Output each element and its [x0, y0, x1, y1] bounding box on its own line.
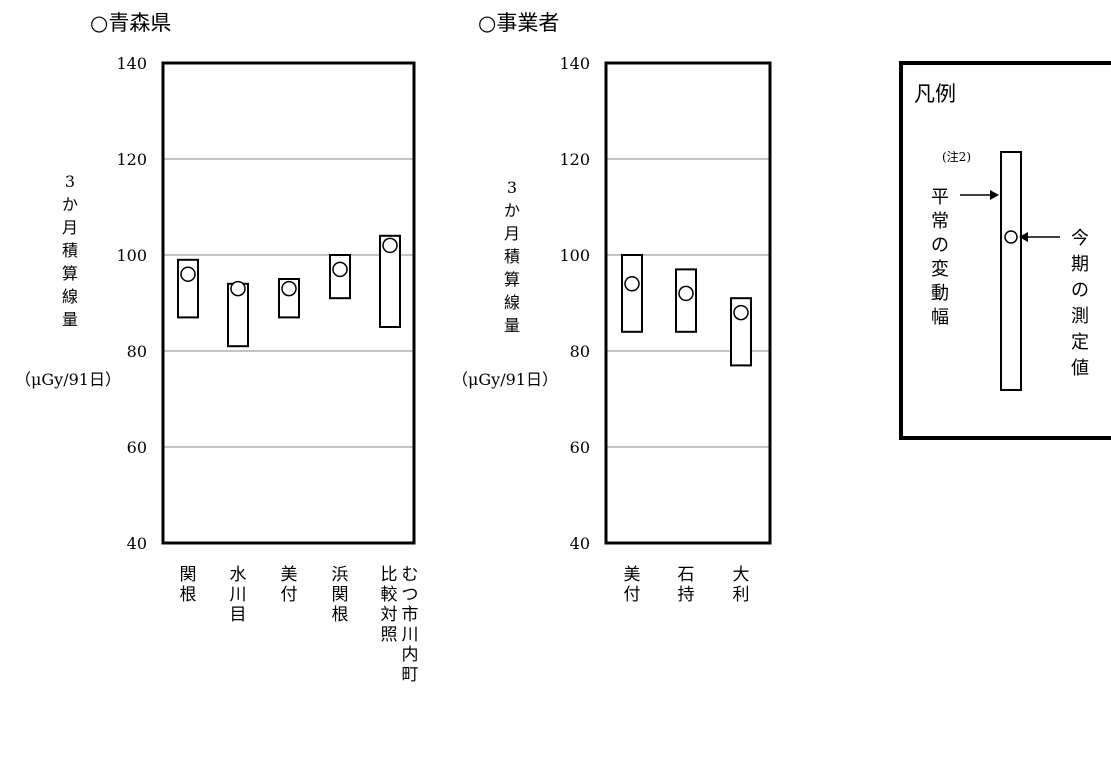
y-tick-label: 60: [570, 438, 590, 457]
measured-point: [624, 276, 640, 292]
chart-title: ○青森県: [90, 11, 171, 35]
measured-point: [180, 266, 196, 282]
range-bar: [379, 234, 401, 328]
category-label: 美付: [281, 565, 298, 605]
category-label: 水川目: [230, 565, 247, 625]
arrow-head-icon: [990, 190, 999, 200]
category-label: 浜関根: [332, 565, 349, 625]
category-label: 関根: [180, 565, 197, 605]
category-label: 美付: [624, 565, 641, 605]
chart-title: ○事業者: [478, 11, 559, 35]
arrow-head-icon: [1019, 232, 1028, 242]
y-axis-label: 3 か月積算線量: [62, 172, 78, 329]
legend-title: 凡例: [914, 82, 956, 106]
measured-point: [382, 237, 398, 254]
measured-point: [332, 261, 348, 278]
legend-frame: [899, 61, 1111, 440]
plot-frame: [161, 61, 416, 545]
category-label: 大利: [733, 565, 750, 605]
y-tick-label: 140: [559, 54, 590, 73]
operator-chart: ○事業者 40 60 80 100 120 140 3 か月積算線量 （μGy/91日） 美付石持大…: [452, 11, 772, 605]
range-bar: [621, 254, 643, 333]
y-tick-label: 60: [127, 438, 147, 457]
y-tick-label: 140: [116, 54, 147, 73]
y-tick-label: 120: [559, 150, 590, 169]
measured-point: [230, 280, 246, 297]
legend-range-label: 平常の変動幅: [931, 187, 949, 328]
y-tick-label: 80: [570, 342, 590, 361]
category-label: 比較対照むつ市川内町: [381, 565, 419, 685]
aomori-chart: ○青森県 40 60 80 100 120 140 3 か月積算線量 （μGy/91日） 関根 水川目…: [15, 11, 418, 685]
y-tick-label: 100: [559, 246, 590, 265]
y-tick-label: 40: [127, 534, 147, 553]
y-tick-label: 120: [116, 150, 147, 169]
plot-frame: [604, 61, 772, 545]
y-axis-unit: （μGy/91日）: [452, 370, 558, 389]
legend-range-bar: [1000, 151, 1022, 391]
legend-note: (注2): [942, 149, 971, 164]
y-tick-label: 80: [127, 342, 147, 361]
y-tick-label: 40: [570, 534, 590, 553]
measured-point: [281, 280, 297, 297]
measured-point: [678, 285, 694, 302]
legend-value-label: 今期の測定値: [1071, 228, 1089, 379]
measured-point: [733, 304, 749, 321]
legend: 凡例 (注2) 平常の変動幅 今期の測定値: [899, 61, 1111, 440]
y-tick-label: 100: [116, 246, 147, 265]
legend-measured-point: [1004, 230, 1018, 244]
y-axis-label: 3 か月積算線量: [504, 178, 520, 335]
category-label: 石持: [678, 565, 695, 605]
y-axis-unit: （μGy/91日）: [15, 370, 121, 389]
